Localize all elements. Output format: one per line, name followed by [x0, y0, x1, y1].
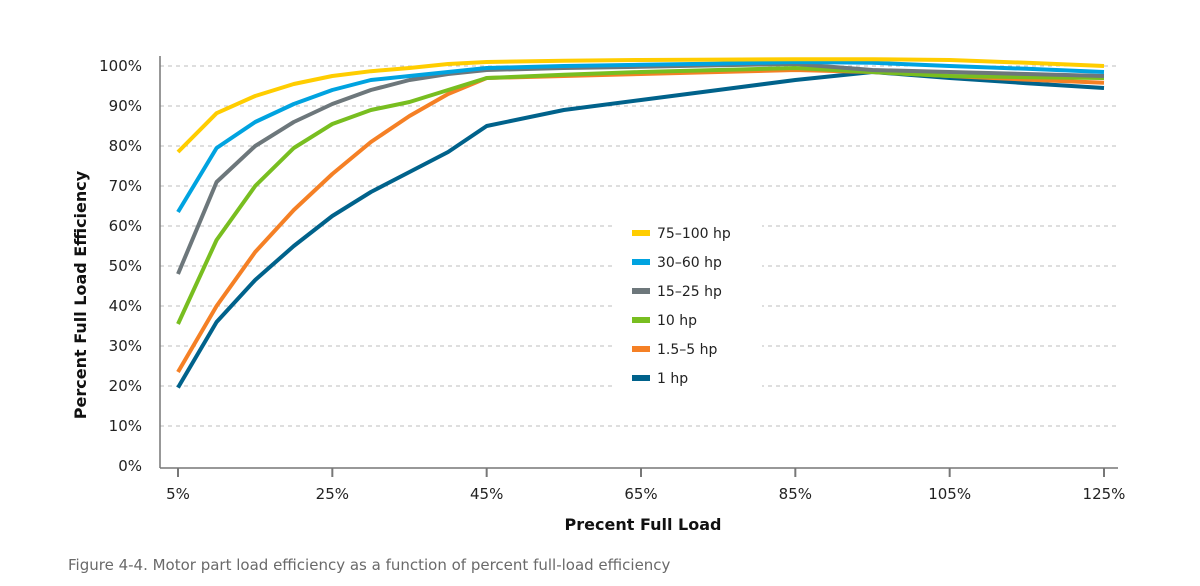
figure-caption: Figure 4-4. Motor part load efficiency a…: [68, 556, 671, 574]
y-tick-label: 10%: [109, 417, 142, 435]
series-line-10-hp: [176, 66, 1105, 325]
x-axis-title: Precent Full Load: [565, 515, 722, 534]
x-tick-label: 105%: [928, 485, 971, 503]
legend-swatch: [632, 259, 650, 265]
series-line-30-60-hp: [176, 60, 1105, 214]
legend-swatch: [632, 230, 650, 236]
x-tick-label: 25%: [316, 485, 349, 503]
x-tick-label: 125%: [1083, 485, 1126, 503]
y-tick-label: 20%: [109, 377, 142, 395]
x-tick-label: 85%: [779, 485, 812, 503]
legend-swatch: [632, 317, 650, 323]
x-tick-label: 65%: [624, 485, 657, 503]
legend-label: 10 hp: [657, 313, 697, 329]
y-tick-label: 60%: [109, 217, 142, 235]
y-axis-title: Percent Full Load Efficiency: [71, 170, 90, 419]
y-tick-label: 70%: [109, 177, 142, 195]
legend-label: 15–25 hp: [657, 284, 722, 300]
y-tick-label: 40%: [109, 297, 142, 315]
y-tick-label: 90%: [109, 97, 142, 115]
y-tick-label: 80%: [109, 137, 142, 155]
legend-label: 30–60 hp: [657, 255, 722, 271]
x-tick-label: 5%: [166, 485, 190, 503]
y-tick-label: 0%: [118, 457, 142, 475]
series-lines: [176, 57, 1105, 389]
y-tick-label: 50%: [109, 257, 142, 275]
legend-swatch: [632, 375, 650, 381]
x-tick-label: 45%: [470, 485, 503, 503]
legend-swatch: [632, 288, 650, 294]
y-tick-label: 100%: [99, 57, 142, 75]
legend: 75–100 hp 30–60 hp 15–25 hp 10 hp 1.5–5 hp 1 …: [632, 226, 731, 387]
axes: 0% 10% 20% 30% 40% 50% 60% 70% 80% 90% 100% 5% 25% 45…: [99, 56, 1125, 503]
legend-background: [612, 216, 762, 394]
legend-label: 75–100 hp: [657, 226, 731, 242]
series-line-75-100-hp: [176, 57, 1105, 154]
y-tick-label: 30%: [109, 337, 142, 355]
legend-label: 1 hp: [657, 371, 688, 387]
legend-label: 1.5–5 hp: [657, 342, 717, 358]
legend-swatch: [632, 346, 650, 352]
